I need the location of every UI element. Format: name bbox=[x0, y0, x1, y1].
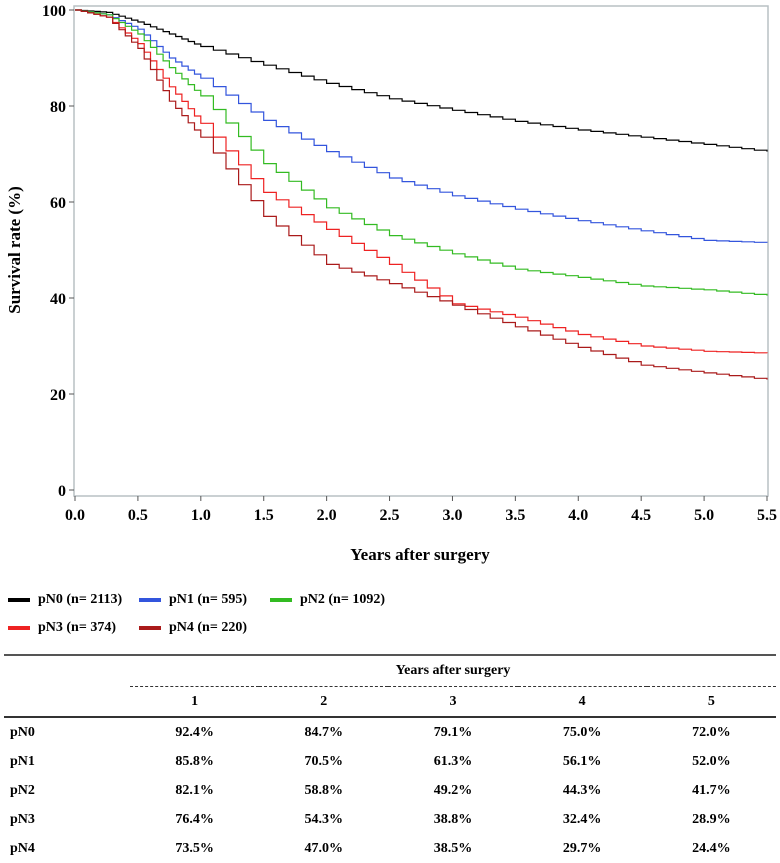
column-header: 1 bbox=[191, 693, 199, 709]
table-cell: 72.0% bbox=[692, 724, 731, 740]
table-group-header: Years after surgery bbox=[130, 655, 776, 687]
survival-curve-pN1 bbox=[75, 9, 768, 243]
table-cell: 28.9% bbox=[692, 811, 731, 827]
table-cell: 29.7% bbox=[562, 840, 602, 856]
x-tick-label: 3.5 bbox=[505, 507, 525, 524]
table-cell: 38.8% bbox=[433, 811, 473, 827]
table-cell: 58.8% bbox=[304, 782, 344, 798]
table-cell: 56.1% bbox=[562, 753, 602, 769]
table-cell: 24.4% bbox=[692, 840, 731, 856]
legend-item: pN3 (n= 374) bbox=[8, 620, 116, 636]
y-tick-label: 20 bbox=[50, 387, 66, 404]
table-cell: 38.5% bbox=[433, 840, 473, 856]
table-cell: 61.3% bbox=[433, 753, 473, 769]
row-label: pN0 bbox=[10, 724, 35, 740]
table-cell: 73.5% bbox=[175, 840, 214, 856]
table-row: pN3 76.4% 54.3% 38.8% 32.4% 28.9% bbox=[4, 805, 776, 834]
x-tick-label: 0.0 bbox=[65, 507, 85, 524]
row-label: pN3 bbox=[10, 811, 35, 827]
survival-chart: 0 20 40 60 80 100 0.0 0.5 1.0 1.5 2.0 2.5 3.0 3.5 4.0 4… bbox=[5, 3, 777, 564]
survival-curve-pN2 bbox=[75, 9, 768, 296]
legend-swatch bbox=[8, 626, 30, 630]
legend-label: pN3 (n= 374) bbox=[38, 620, 116, 635]
table-cell: 47.0% bbox=[304, 840, 344, 856]
column-header: 2 bbox=[320, 693, 328, 709]
table-cell: 79.1% bbox=[433, 724, 473, 740]
y-axis-label: Survival rate (%) bbox=[5, 186, 24, 313]
x-tick-label: 2.0 bbox=[317, 507, 337, 524]
row-label: pN1 bbox=[10, 753, 35, 769]
legend-item: pN0 (n= 2113) bbox=[8, 592, 122, 608]
table-cell: 44.3% bbox=[562, 782, 602, 798]
table-cell: 52.0% bbox=[692, 753, 731, 769]
group-header-text: Years after surgery bbox=[395, 663, 511, 678]
x-tick-label: 4.0 bbox=[568, 507, 588, 524]
survival-curve-pN4 bbox=[75, 9, 768, 380]
column-header: 4 bbox=[578, 693, 586, 709]
legend-swatch bbox=[8, 598, 30, 602]
table-row: pN4 73.5% 47.0% 38.5% 29.7% 24.4% bbox=[4, 834, 776, 863]
column-header: 5 bbox=[707, 693, 715, 709]
y-tick-label: 60 bbox=[50, 195, 66, 212]
y-tick-label: 80 bbox=[50, 99, 66, 116]
table-cell: 41.7% bbox=[692, 782, 731, 798]
legend-swatch bbox=[270, 598, 292, 602]
y-tick-label: 0 bbox=[58, 483, 66, 500]
row-label: pN2 bbox=[10, 782, 35, 798]
legend-label: pN4 (n= 220) bbox=[169, 620, 247, 635]
table-cell: 82.1% bbox=[175, 782, 214, 798]
legend-swatch bbox=[139, 626, 161, 630]
legend-label: pN2 (n= 1092) bbox=[300, 592, 385, 607]
table-cell: 32.4% bbox=[562, 811, 602, 827]
y-tick-label: 40 bbox=[50, 291, 66, 308]
survival-table: Years after surgery 1 2 3 4 5 pN0 92.4% 84.7% 7… bbox=[4, 654, 776, 863]
legend-label: pN1 (n= 595) bbox=[169, 592, 247, 607]
legend-item: pN1 (n= 595) bbox=[139, 592, 247, 608]
table-cell: 92.4% bbox=[175, 724, 214, 740]
survival-curve-pN0 bbox=[75, 9, 768, 152]
legend-swatch bbox=[139, 598, 161, 602]
table-cell: 84.7% bbox=[304, 724, 344, 740]
plot-frame bbox=[73, 5, 769, 497]
x-tick-label: 5.0 bbox=[694, 507, 714, 524]
y-tick-label: 100 bbox=[42, 3, 66, 20]
x-tick-label: 2.5 bbox=[380, 507, 400, 524]
x-tick-label: 1.5 bbox=[254, 507, 274, 524]
table-cell: 70.5% bbox=[304, 753, 344, 769]
legend-item: pN4 (n= 220) bbox=[139, 620, 247, 636]
table-row: pN1 85.8% 70.5% 61.3% 56.1% 52.0% bbox=[4, 747, 776, 776]
column-header: 3 bbox=[449, 693, 457, 709]
table-cell: 76.4% bbox=[175, 811, 214, 827]
row-label: pN4 bbox=[10, 840, 35, 856]
table-row: pN2 82.1% 58.8% 49.2% 44.3% 41.7% bbox=[4, 776, 776, 805]
x-tick-label: 3.0 bbox=[442, 507, 462, 524]
table-cell: 49.2% bbox=[433, 782, 473, 798]
legend-label: pN0 (n= 2113) bbox=[38, 592, 123, 607]
legend-item: pN2 (n= 1092) bbox=[270, 592, 385, 608]
table-cell: 75.0% bbox=[562, 724, 602, 740]
x-tick-label: 4.5 bbox=[631, 507, 651, 524]
x-axis-label: Years after surgery bbox=[350, 545, 490, 564]
x-tick-label: 5.5 bbox=[757, 507, 777, 524]
x-tick-label: 0.5 bbox=[128, 507, 148, 524]
x-tick-label: 1.0 bbox=[191, 507, 211, 524]
table-cell: 85.8% bbox=[175, 753, 214, 769]
table-row: pN0 92.4% 84.7% 79.1% 75.0% 72.0% bbox=[4, 717, 776, 747]
table-cell: 54.3% bbox=[304, 811, 344, 827]
